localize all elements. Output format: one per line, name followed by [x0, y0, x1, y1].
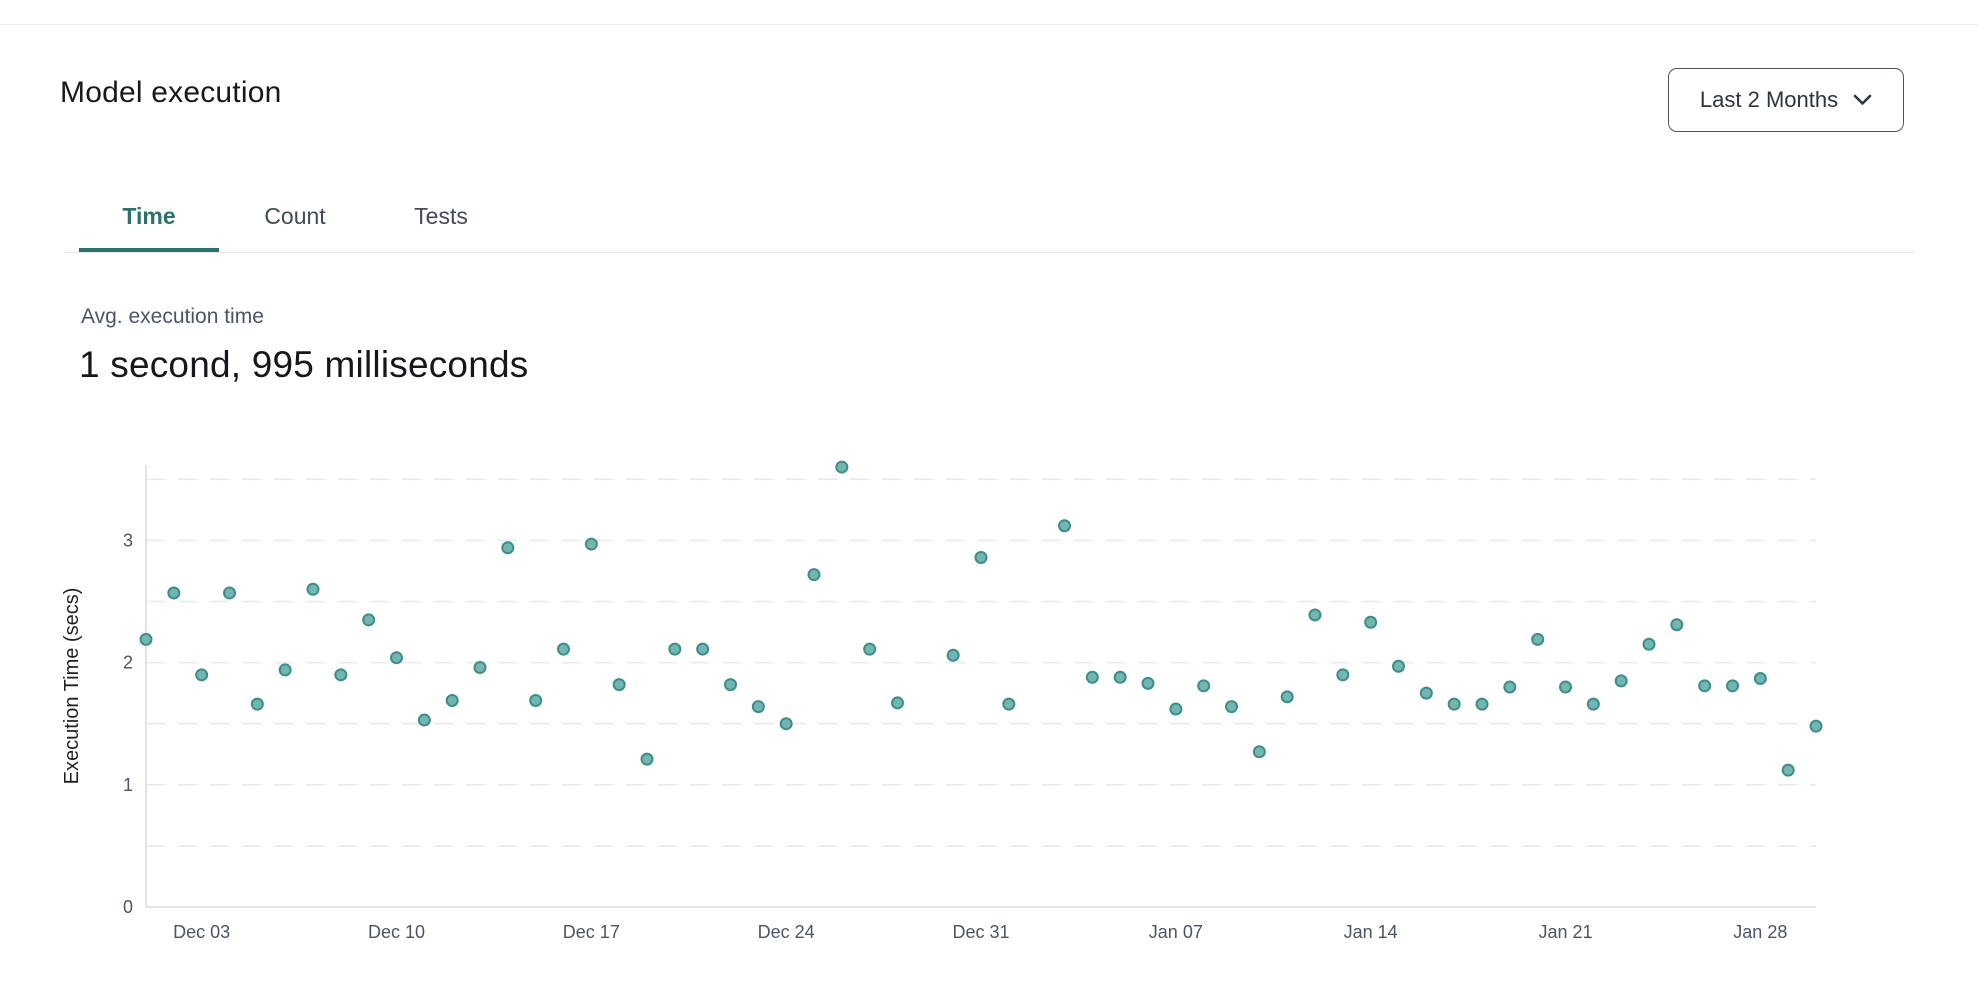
data-point: [724, 678, 737, 692]
data-point: [1753, 671, 1767, 685]
y-tick-label: 3: [123, 530, 133, 550]
data-point: [1726, 679, 1739, 693]
data-point: [557, 642, 570, 656]
data-point: [529, 693, 543, 707]
data-point: [501, 541, 515, 555]
data-point: [417, 713, 431, 727]
data-point: [946, 648, 960, 662]
data-point: [1113, 670, 1127, 684]
x-tick-label: Dec 24: [758, 922, 815, 942]
data-point: [668, 642, 682, 656]
data-point: [1670, 618, 1684, 632]
time-range-selector[interactable]: Last 2 Months: [1668, 68, 1904, 132]
y-axis-title: Execution Time (secs): [61, 588, 83, 785]
data-point: [612, 678, 626, 692]
data-point: [278, 663, 292, 677]
x-tick-label: Dec 31: [952, 922, 1009, 942]
data-point: [1503, 680, 1517, 694]
data-point: [1781, 763, 1795, 777]
tab-bar: Time Count Tests: [79, 198, 511, 252]
data-point: [473, 660, 487, 674]
x-tick-label: Jan 14: [1344, 922, 1398, 942]
data-point: [1559, 680, 1572, 694]
x-tick-label: Dec 17: [563, 922, 620, 942]
data-point: [306, 582, 320, 596]
data-point: [835, 460, 849, 474]
metric-value: 1 second, 995 milliseconds: [79, 344, 529, 385]
data-point: [445, 693, 459, 707]
x-tick-label: Dec 10: [368, 922, 425, 942]
data-point: [779, 717, 793, 731]
tab-tests[interactable]: Tests: [414, 203, 468, 229]
y-tick-label: 2: [123, 653, 133, 673]
data-point: [696, 642, 710, 656]
data-point: [1141, 676, 1155, 690]
page-top-divider: [0, 24, 1978, 25]
data-point: [1531, 632, 1545, 646]
data-point: [1642, 637, 1656, 651]
y-tick-label: 1: [123, 775, 133, 795]
data-point: [1809, 719, 1823, 733]
x-tick-label: Jan 28: [1733, 922, 1787, 942]
data-point: [223, 586, 236, 600]
data-point: [1475, 697, 1489, 711]
data-point: [1308, 608, 1322, 622]
data-point: [640, 752, 654, 766]
y-tick-label: 0: [123, 897, 133, 917]
data-point: [1419, 686, 1433, 700]
tab-time[interactable]: Time: [79, 198, 219, 252]
data-point: [1197, 679, 1211, 693]
data-point: [1169, 702, 1183, 716]
data-point: [390, 651, 403, 665]
data-point: [1614, 674, 1628, 688]
data-point: [584, 537, 598, 551]
x-tick-label: Dec 03: [173, 922, 230, 942]
data-point: [362, 613, 376, 627]
data-point: [807, 568, 821, 582]
data-point: [334, 668, 348, 682]
data-point: [195, 668, 209, 682]
data-point: [751, 700, 765, 714]
chevron-down-icon: [1853, 94, 1872, 105]
time-range-label: Last 2 Months: [1699, 87, 1839, 112]
tab-count[interactable]: Count: [264, 203, 326, 229]
tab-bar-divider: [64, 252, 1914, 253]
x-tick-label: Jan 21: [1538, 922, 1592, 942]
data-point: [1225, 700, 1238, 714]
data-point: [1364, 615, 1378, 629]
data-point: [1586, 697, 1600, 711]
data-point: [1447, 697, 1461, 711]
page-title: Model execution: [60, 76, 282, 109]
data-point: [1698, 679, 1712, 693]
data-point: [167, 586, 181, 600]
data-point: [1058, 519, 1071, 533]
data-point: [1336, 668, 1350, 682]
data-point: [1085, 670, 1099, 684]
data-point: [974, 551, 988, 565]
data-point: [891, 696, 904, 710]
metric-label: Avg. execution time: [81, 305, 264, 328]
data-point: [863, 642, 877, 656]
data-point: [1392, 659, 1405, 673]
data-point: [250, 697, 264, 711]
data-point: [1002, 697, 1016, 711]
data-point: [1252, 745, 1266, 759]
x-tick-label: Jan 07: [1149, 922, 1203, 942]
data-point: [1280, 690, 1294, 704]
data-point: [139, 632, 153, 646]
